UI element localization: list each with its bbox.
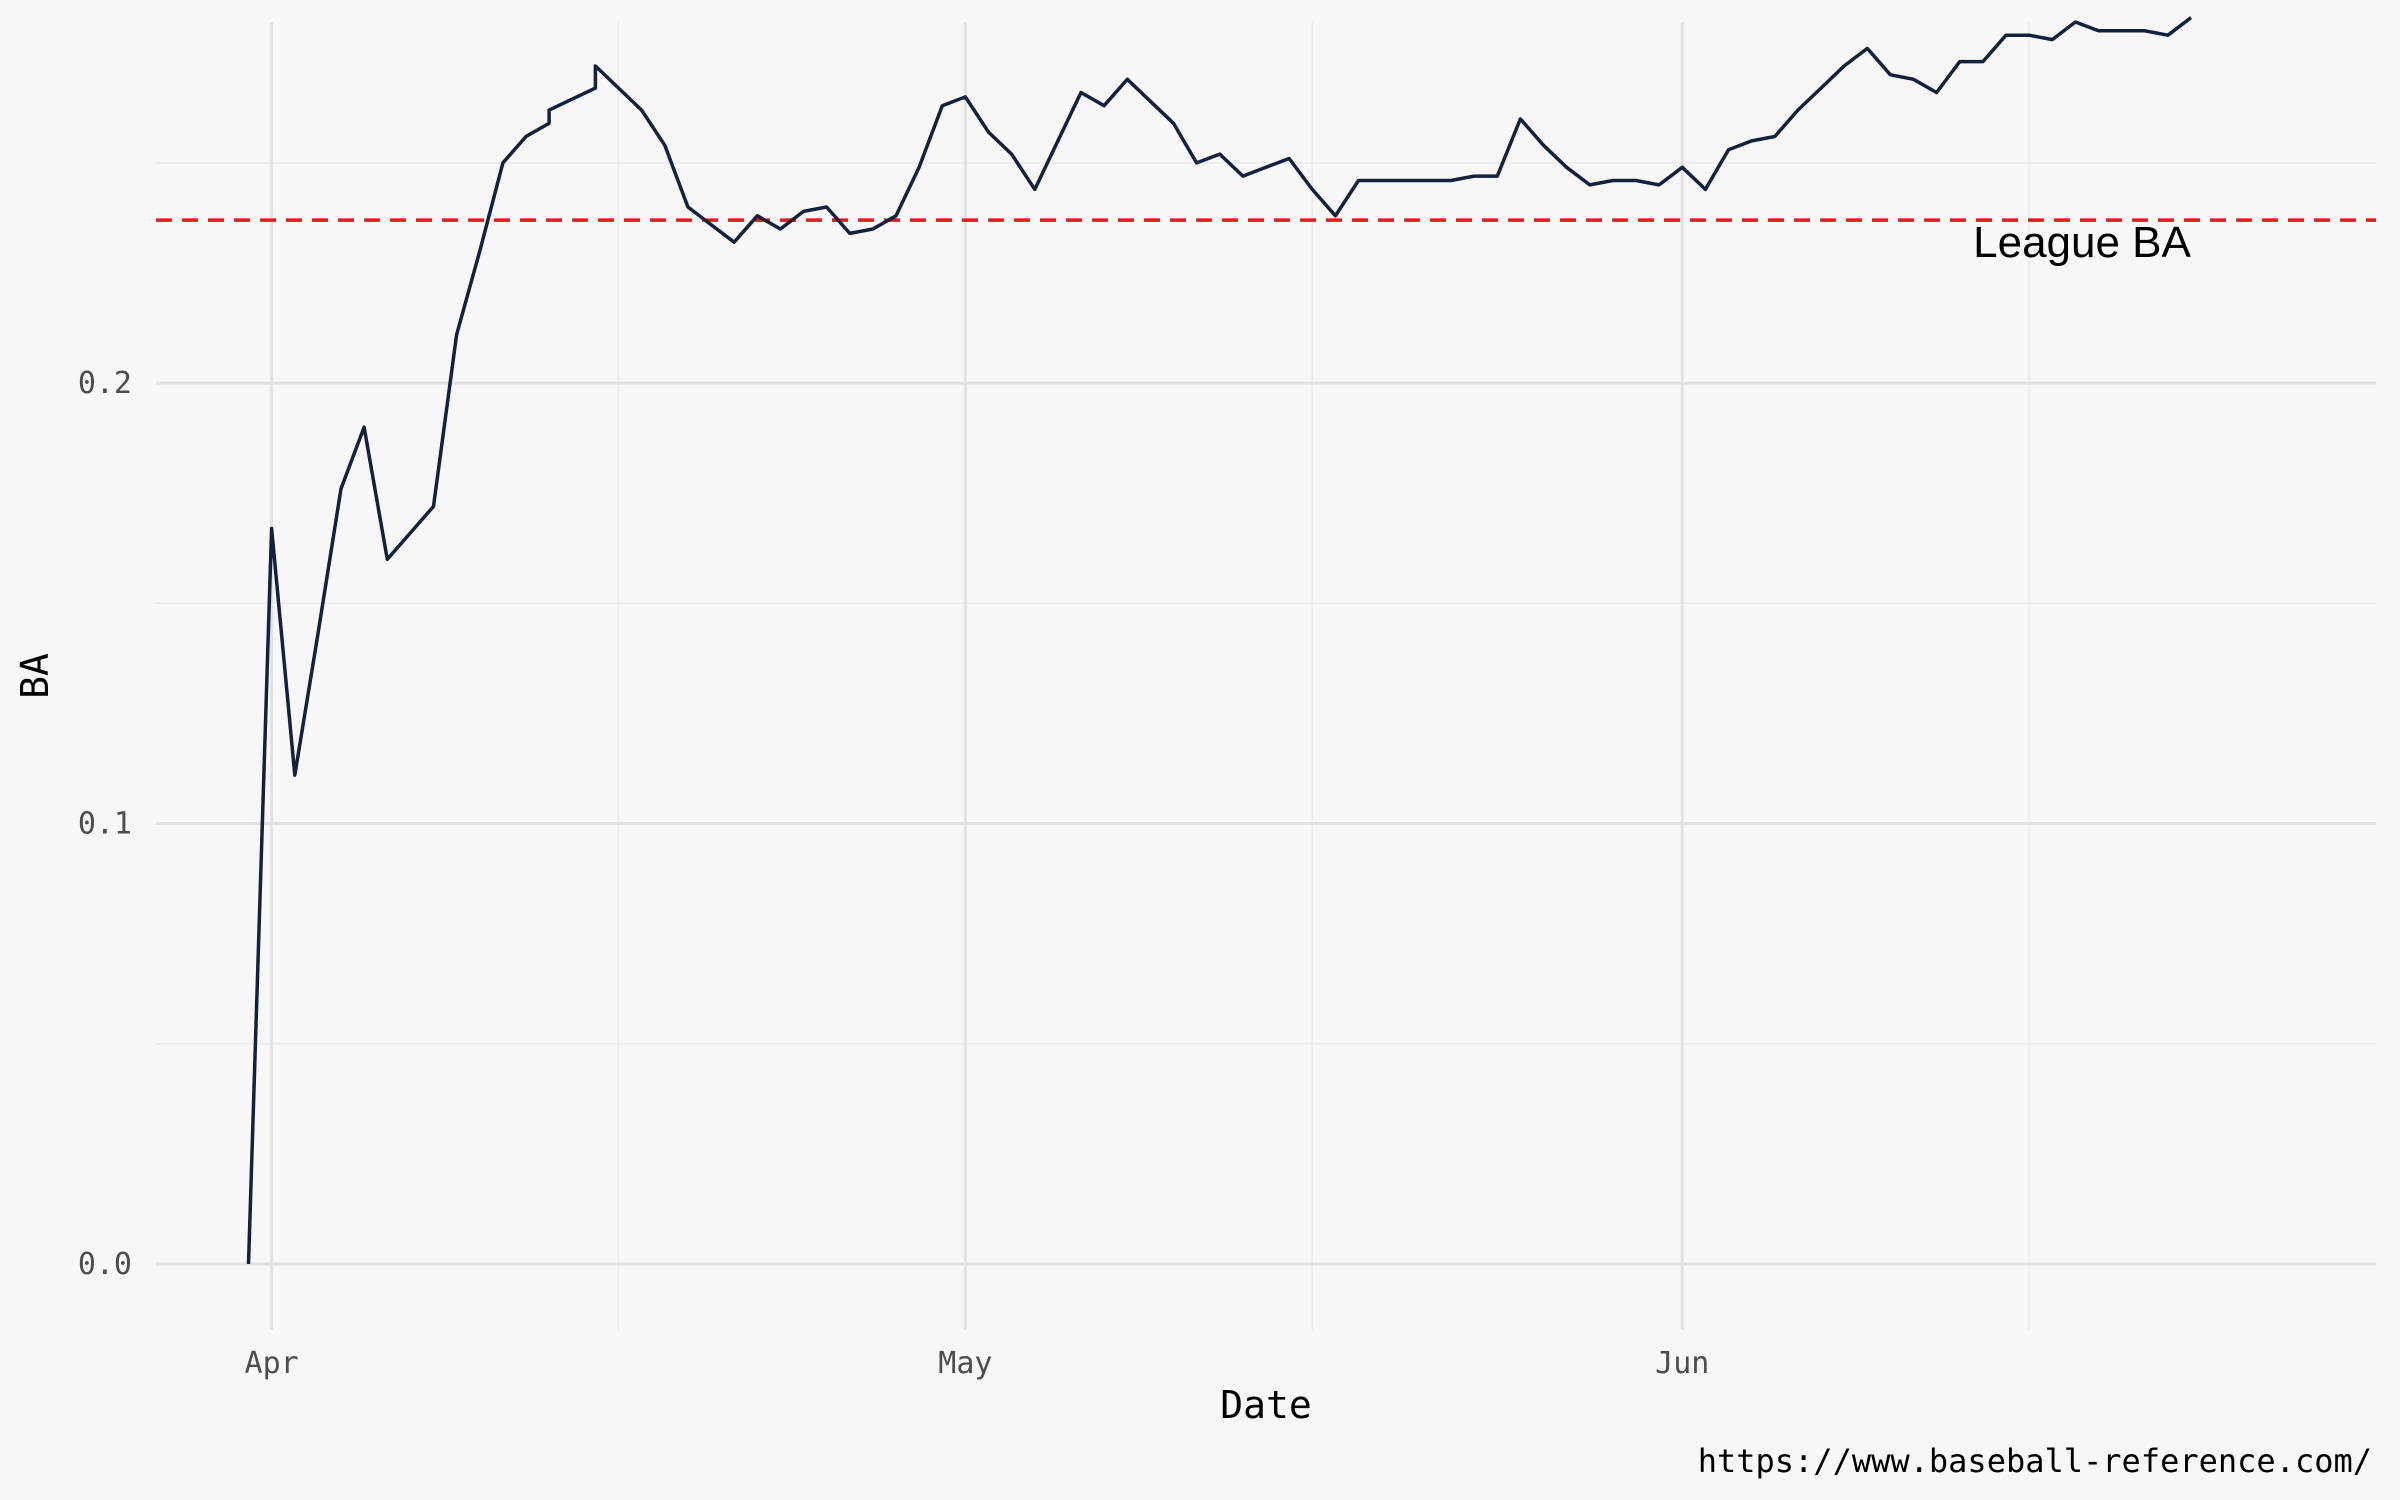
x-tick-label: Apr [245,1346,299,1381]
y-tick-label: 0.2 [78,366,132,401]
x-axis-title: Date [1220,1383,1312,1427]
series-line-ba [246,16,2193,1264]
y-tick-labels: 0.0 0.1 0.2 [78,366,132,1282]
minor-gridlines [156,22,2376,1330]
source-caption: https://www.baseball-reference.com/ [1698,1442,2372,1480]
y-axis-title: BA [13,653,57,699]
y-tick-label: 0.0 [78,1247,132,1282]
y-tick-label: 0.1 [78,807,132,842]
league-ba-label: League BA [1973,218,2191,267]
major-gridlines [156,22,2376,1330]
series-group [246,16,2193,1264]
x-tick-labels: Apr May Jun [245,1346,1710,1381]
x-tick-label: Jun [1655,1346,1709,1381]
x-tick-label: May [938,1346,992,1381]
